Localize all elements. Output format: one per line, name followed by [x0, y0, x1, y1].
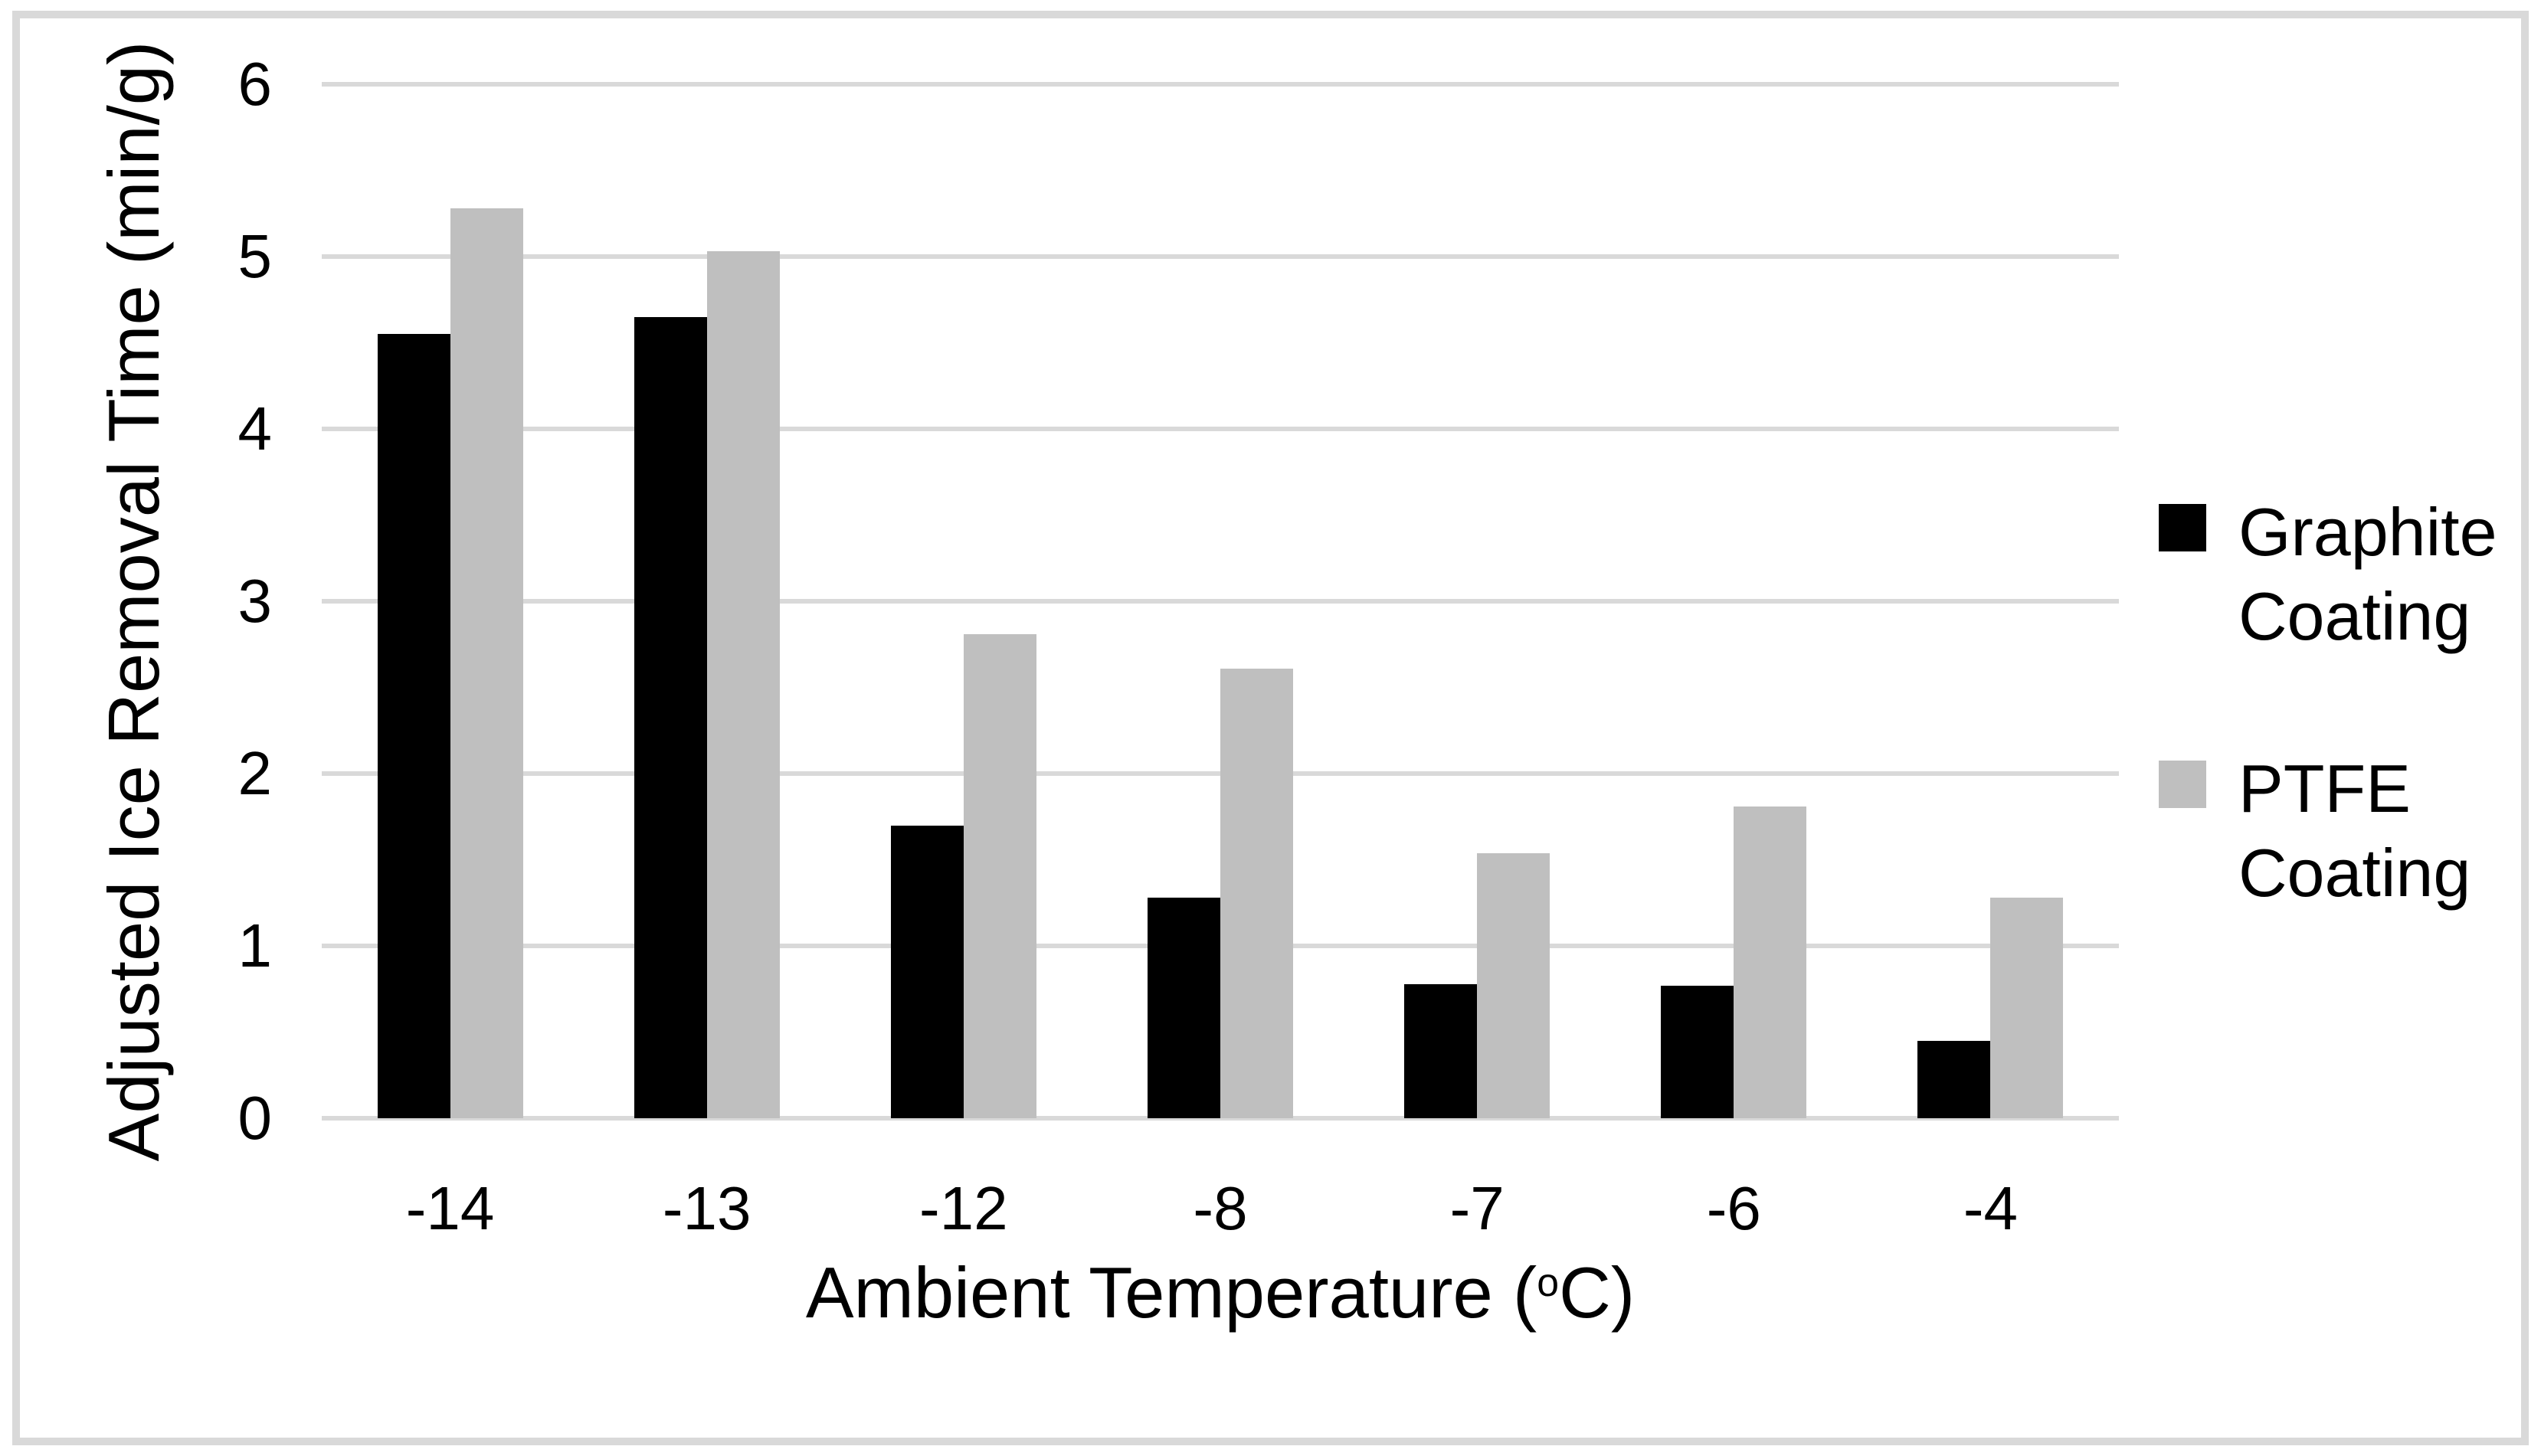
x-tick-label--13: -13: [662, 1174, 751, 1242]
bar-ptfe-coating--6: [1734, 806, 1807, 1118]
y-tick-label-1: 1: [237, 911, 273, 980]
x-tick-label--6: -6: [1706, 1174, 1761, 1242]
bar-group--6: [1606, 84, 1862, 1118]
gridline-y4: [322, 427, 2119, 432]
y-tick-label-4: 4: [237, 394, 273, 463]
y-tick-label-3: 3: [237, 567, 273, 635]
bar-graphite-coating--4: [1917, 1040, 1991, 1118]
bar-groups: [322, 84, 2119, 1118]
x-tick-label--12: -12: [919, 1174, 1008, 1242]
y-tick-label-0: 0: [237, 1084, 273, 1152]
bar-group--14: [322, 84, 578, 1118]
bar-graphite-coating--13: [634, 316, 707, 1118]
bar-ptfe-coating--7: [1477, 852, 1550, 1118]
x-tick-label--14: -14: [405, 1174, 495, 1242]
x-tick-label--7: -7: [1449, 1174, 1505, 1242]
bar-graphite-coating--7: [1404, 983, 1478, 1118]
legend-swatch-ptfe-coating: [2159, 761, 2206, 808]
degree-superscript: o: [1537, 1260, 1559, 1305]
gridline-y0: [322, 1116, 2119, 1121]
legend-item-graphite-coating: Graphite Coating: [2159, 490, 2541, 659]
legend-swatch-graphite-coating: [2159, 504, 2206, 551]
bar-graphite-coating--12: [890, 825, 964, 1118]
bar-group--7: [1349, 84, 1606, 1118]
bar-ptfe-coating--4: [1990, 898, 2064, 1118]
legend-label: PTFE Coating: [2238, 751, 2471, 911]
x-axis-title-text: Ambient Temperature (: [805, 1252, 1537, 1333]
legend-item-ptfe-coating: PTFE Coating: [2159, 747, 2541, 915]
x-axis-tick-labels: -14 -13 -12 -8 -7 -6 -4: [322, 1178, 2119, 1239]
bar-ptfe-coating--14: [450, 208, 523, 1118]
bar-graphite-coating--8: [1147, 898, 1220, 1118]
y-tick-label-6: 6: [237, 50, 273, 118]
bar-group--12: [835, 84, 1092, 1118]
x-tick-label--4: -4: [1963, 1174, 2018, 1242]
bar-group--8: [1092, 84, 1348, 1118]
figure-border: [12, 11, 2529, 1445]
gridline-y3: [322, 599, 2119, 604]
y-tick-label-5: 5: [237, 222, 273, 290]
gridline-y6: [322, 82, 2119, 87]
gridline-y5: [322, 254, 2119, 259]
legend-label: Graphite Coating: [2238, 494, 2497, 654]
plot-area: [322, 82, 2119, 1121]
bar-group--13: [578, 84, 835, 1118]
bar-graphite-coating--6: [1661, 985, 1734, 1118]
bar-graphite-coating--14: [377, 334, 450, 1118]
x-axis-title: Ambient Temperature (oC): [322, 1250, 2119, 1337]
bar-group--4: [1862, 84, 2119, 1118]
y-tick-label-2: 2: [237, 739, 273, 807]
bar-ptfe-coating--8: [1220, 668, 1293, 1118]
x-tick-label--8: -8: [1193, 1174, 1248, 1242]
x-axis-title-unit: C): [1558, 1252, 1636, 1333]
bar-ptfe-coating--12: [963, 633, 1036, 1118]
bar-ptfe-coating--13: [706, 251, 780, 1118]
